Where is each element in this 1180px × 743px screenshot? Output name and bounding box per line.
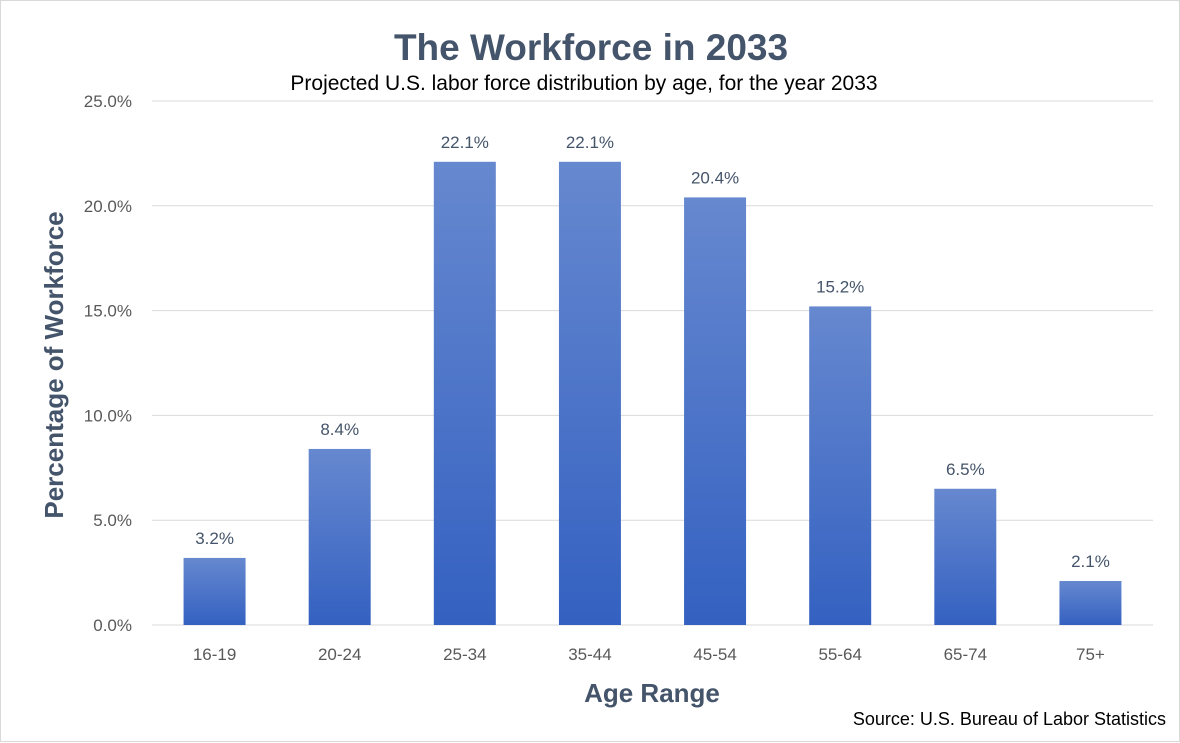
- x-tick-label-45-54: 45-54: [693, 645, 736, 664]
- y-tick-label: 0.0%: [93, 616, 132, 635]
- bar-65-74: [934, 488, 997, 625]
- x-axis-title: Age Range: [584, 678, 720, 708]
- y-tick-label: 10.0%: [84, 406, 132, 425]
- y-axis-ticks: 0.0% 5.0% 10.0% 15.0% 20.0% 25.0%: [84, 92, 132, 635]
- data-label-45-54: 20.4%: [691, 168, 739, 187]
- y-tick-label: 20.0%: [84, 197, 132, 216]
- bar-35-44: [558, 161, 621, 625]
- y-tick-label: 5.0%: [93, 511, 132, 530]
- bar-45-54: [684, 197, 747, 625]
- bar-55-64: [809, 306, 872, 625]
- y-axis-title: Percentage of Workforce: [39, 211, 69, 518]
- data-labels: 3.2% 8.4% 22.1% 22.1% 20.4% 15.2% 6.5% 2.1%: [195, 133, 1110, 571]
- data-label-55-64: 15.2%: [816, 277, 864, 296]
- x-tick-label-20-24: 20-24: [318, 645, 361, 664]
- data-label-16-19: 3.2%: [195, 529, 234, 548]
- source-note: Source: U.S. Bureau of Labor Statistics: [853, 709, 1166, 729]
- y-tick-label: 25.0%: [84, 92, 132, 111]
- bar-16-19: [183, 557, 246, 625]
- x-tick-label-35-44: 35-44: [568, 645, 611, 664]
- data-label-35-44: 22.1%: [566, 133, 614, 152]
- data-label-65-74: 6.5%: [946, 460, 985, 479]
- data-label-75+: 2.1%: [1071, 552, 1110, 571]
- bar-75+: [1059, 580, 1122, 625]
- bar-25-34: [433, 161, 496, 625]
- gridlines: [152, 100, 1153, 626]
- chart-subtitle: Projected U.S. labor force distribution …: [290, 72, 877, 95]
- chart-title: The Workforce in 2033: [394, 27, 788, 68]
- x-tick-label-16-19: 16-19: [193, 645, 236, 664]
- y-tick-label: 15.0%: [84, 302, 132, 321]
- data-label-25-34: 22.1%: [441, 133, 489, 152]
- x-tick-label-75+: 75+: [1076, 645, 1105, 664]
- x-tick-label-25-34: 25-34: [443, 645, 486, 664]
- x-tick-label-55-64: 55-64: [818, 645, 861, 664]
- data-label-20-24: 8.4%: [320, 420, 359, 439]
- bars: [183, 161, 1122, 625]
- bar-20-24: [308, 448, 371, 625]
- x-axis-ticks: 16-19 20-24 25-34 35-44 45-54 55-64 65-74 75+: [193, 645, 1105, 664]
- x-tick-label-65-74: 65-74: [944, 645, 987, 664]
